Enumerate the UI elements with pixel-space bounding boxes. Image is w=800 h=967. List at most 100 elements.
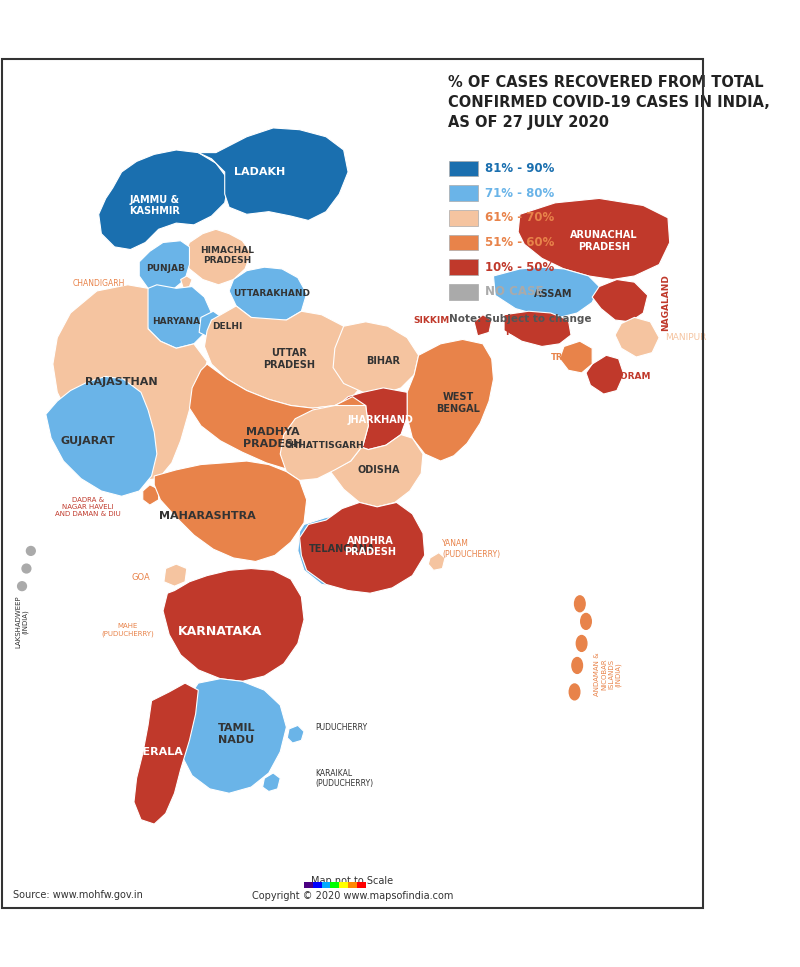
Polygon shape: [592, 279, 648, 322]
Polygon shape: [298, 513, 388, 588]
Polygon shape: [229, 267, 306, 322]
Text: JHARKHAND: JHARKHAND: [348, 416, 414, 425]
Bar: [339, 882, 348, 888]
Polygon shape: [199, 311, 222, 337]
Polygon shape: [183, 229, 251, 285]
Polygon shape: [181, 276, 192, 288]
Text: HIMACHAL
PRADESH: HIMACHAL PRADESH: [200, 246, 254, 265]
Text: KERALA: KERALA: [134, 747, 183, 757]
Text: Map not to Scale: Map not to Scale: [311, 876, 394, 887]
Text: PUNJAB: PUNJAB: [146, 264, 185, 274]
Bar: [450, 210, 478, 225]
Polygon shape: [494, 267, 599, 317]
Polygon shape: [142, 484, 158, 505]
Ellipse shape: [576, 635, 587, 652]
Text: NO CASE: NO CASE: [485, 285, 543, 299]
Polygon shape: [300, 503, 425, 593]
Text: NAGALAND: NAGALAND: [661, 274, 670, 331]
Polygon shape: [190, 365, 368, 474]
Polygon shape: [163, 569, 304, 682]
Text: LADAKH: LADAKH: [234, 167, 286, 177]
Text: MANIPUR: MANIPUR: [666, 334, 706, 342]
Text: ASSAM: ASSAM: [534, 288, 573, 299]
Text: PUDUCHERRY: PUDUCHERRY: [315, 722, 367, 732]
Text: ARUNACHAL
PRADESH: ARUNACHAL PRADESH: [570, 230, 638, 251]
Ellipse shape: [570, 684, 580, 700]
Text: MADHYA
PRADESH: MADHYA PRADESH: [243, 427, 303, 449]
Text: Note: Subject to change: Note: Subject to change: [450, 314, 592, 324]
Polygon shape: [198, 128, 348, 220]
Polygon shape: [134, 683, 198, 824]
Polygon shape: [586, 355, 624, 395]
Polygon shape: [335, 388, 407, 450]
Polygon shape: [504, 311, 571, 346]
Ellipse shape: [572, 658, 582, 673]
Text: 61% - 70%: 61% - 70%: [485, 212, 554, 224]
Text: LAKSHADWEEP
(INDIA): LAKSHADWEEP (INDIA): [15, 595, 29, 648]
Polygon shape: [98, 150, 229, 249]
Bar: [450, 284, 478, 300]
Bar: [304, 882, 313, 888]
Text: ANDHRA
PRADESH: ANDHRA PRADESH: [344, 536, 396, 557]
Polygon shape: [139, 241, 190, 294]
Circle shape: [18, 582, 26, 591]
Polygon shape: [474, 314, 492, 336]
Text: KARNATAKA: KARNATAKA: [178, 626, 262, 638]
Text: CHHATTISGARH: CHHATTISGARH: [285, 441, 364, 450]
Polygon shape: [53, 285, 207, 481]
Text: GOA: GOA: [132, 572, 150, 582]
Text: UTTAR
PRADESH: UTTAR PRADESH: [263, 348, 315, 369]
Polygon shape: [46, 376, 157, 496]
Text: CHANDIGARH: CHANDIGARH: [73, 278, 125, 287]
Text: UTTARAKHAND: UTTARAKHAND: [233, 289, 310, 298]
Text: YANAM
(PUDUCHERRY): YANAM (PUDUCHERRY): [442, 540, 501, 559]
Text: MEGHALAYA: MEGHALAYA: [505, 328, 566, 337]
Bar: [450, 235, 478, 250]
Text: WEST
BENGAL: WEST BENGAL: [436, 392, 480, 414]
Text: RAJASTHAN: RAJASTHAN: [86, 377, 158, 387]
Polygon shape: [326, 427, 423, 507]
Text: KARAIKAL
(PUDUCHERRY): KARAIKAL (PUDUCHERRY): [315, 769, 374, 788]
Text: ODISHA: ODISHA: [358, 465, 400, 475]
Bar: [357, 882, 366, 888]
Polygon shape: [280, 405, 368, 481]
Polygon shape: [559, 341, 592, 373]
Text: 71% - 80%: 71% - 80%: [485, 187, 554, 199]
Bar: [322, 882, 330, 888]
Ellipse shape: [581, 613, 591, 630]
Text: TRIPURA: TRIPURA: [550, 353, 592, 362]
Text: GUJARAT: GUJARAT: [61, 436, 115, 446]
Polygon shape: [518, 198, 670, 279]
Text: TAMIL
NADU: TAMIL NADU: [218, 723, 255, 745]
Polygon shape: [428, 553, 445, 571]
Text: % OF CASES RECOVERED FROM TOTAL
CONFIRMED COVID-19 CASES IN INDIA,
AS OF 27 JULY: % OF CASES RECOVERED FROM TOTAL CONFIRME…: [448, 75, 770, 130]
Bar: [450, 161, 478, 176]
Text: ANDAMAN &
NICOBAR
ISLANDS
(INDIA): ANDAMAN & NICOBAR ISLANDS (INDIA): [594, 653, 622, 696]
Circle shape: [22, 564, 31, 572]
Text: 10% - 50%: 10% - 50%: [485, 261, 554, 274]
Text: SIKKIM: SIKKIM: [413, 315, 450, 325]
Polygon shape: [205, 306, 370, 408]
Text: Copyright © 2020 www.mapsofindia.com: Copyright © 2020 www.mapsofindia.com: [252, 892, 453, 901]
Bar: [450, 259, 478, 275]
Text: TELANGANA: TELANGANA: [309, 544, 375, 554]
Text: Source: www.mohfw.gov.in: Source: www.mohfw.gov.in: [14, 890, 143, 899]
Text: DADRA &
NAGAR HAVELI
AND DAMAN & DIU: DADRA & NAGAR HAVELI AND DAMAN & DIU: [55, 497, 121, 516]
Text: JAMMU &
KASHMIR: JAMMU & KASHMIR: [129, 194, 180, 217]
Ellipse shape: [574, 596, 585, 612]
Bar: [450, 186, 478, 201]
Polygon shape: [142, 285, 211, 348]
Text: MAHE
(PUDUCHERRY): MAHE (PUDUCHERRY): [102, 624, 154, 637]
Circle shape: [26, 546, 35, 555]
Polygon shape: [164, 564, 187, 586]
Polygon shape: [615, 317, 659, 357]
Text: BIHAR: BIHAR: [366, 357, 400, 366]
Polygon shape: [287, 725, 304, 743]
Polygon shape: [407, 339, 494, 461]
Text: 81% - 90%: 81% - 90%: [485, 161, 554, 175]
Polygon shape: [154, 461, 306, 562]
Text: DELHI: DELHI: [212, 322, 242, 331]
Bar: [348, 882, 357, 888]
Polygon shape: [178, 679, 286, 793]
Text: HARYANA: HARYANA: [152, 317, 200, 326]
